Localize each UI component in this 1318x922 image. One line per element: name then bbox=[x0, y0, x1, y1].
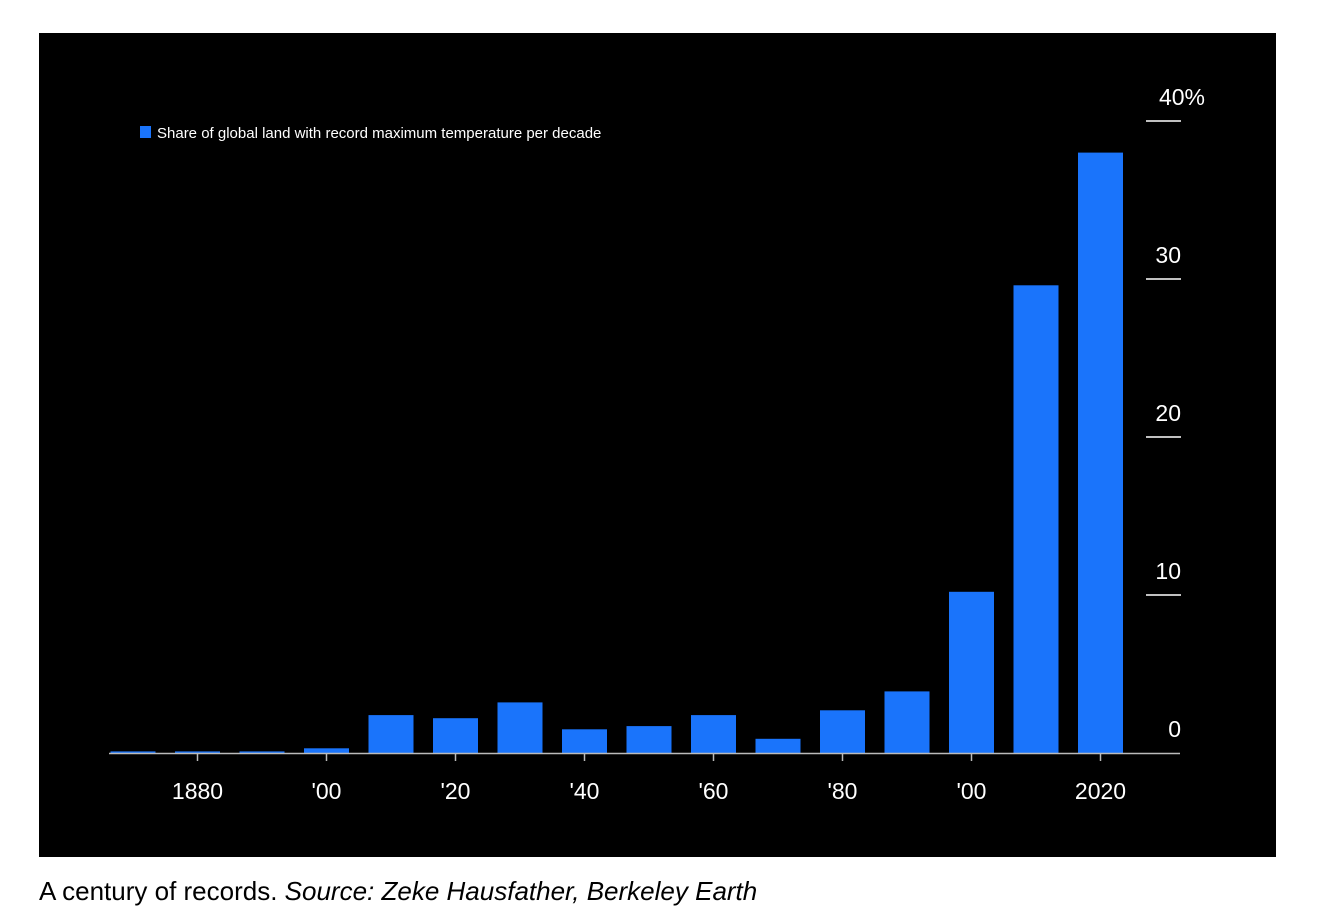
caption-text: A century of records. bbox=[39, 876, 285, 906]
bar-chart: 1880 '00 '20 '40 '60 '80 '00 2020 0 10 20 30 40% Sha… bbox=[109, 84, 1205, 804]
y-tick-label: 20 bbox=[1155, 400, 1181, 426]
bar-1870 bbox=[110, 751, 156, 753]
y-tick-label: 10 bbox=[1155, 558, 1181, 584]
bar-1940 bbox=[562, 729, 607, 753]
bar-1990 bbox=[884, 691, 930, 753]
bar-1890 bbox=[239, 751, 285, 753]
bar-1880 bbox=[175, 751, 220, 753]
x-tick-label: '00 bbox=[957, 778, 987, 804]
bar-2020 bbox=[1078, 152, 1123, 754]
caption-source: Source: Zeke Hausfather, Berkeley Earth bbox=[284, 876, 758, 906]
x-tick-label: '60 bbox=[699, 778, 729, 804]
bar-1920 bbox=[433, 718, 478, 753]
legend: Share of global land with record maximum… bbox=[140, 125, 601, 142]
bar-1980 bbox=[820, 710, 865, 753]
bar-2000 bbox=[949, 591, 994, 753]
axis-layer: 1880 '00 '20 '40 '60 '80 '00 2020 0 10 20 30 40% bbox=[109, 84, 1205, 804]
bar-1960 bbox=[691, 715, 736, 753]
x-tick-label: 2020 bbox=[1075, 778, 1126, 804]
chart-panel: 1880 '00 '20 '40 '60 '80 '00 2020 0 10 20 30 40% Sha… bbox=[39, 33, 1276, 857]
bars-layer bbox=[110, 152, 1123, 754]
bar-1970 bbox=[755, 738, 801, 753]
x-tick-label: 1880 bbox=[172, 778, 223, 804]
bar-1910 bbox=[368, 715, 414, 753]
y-tick-label: 40% bbox=[1159, 84, 1205, 110]
legend-label: Share of global land with record maximum… bbox=[157, 125, 601, 142]
x-tick-label: '40 bbox=[570, 778, 600, 804]
bar-1930 bbox=[497, 702, 543, 753]
y-tick-label: 30 bbox=[1155, 242, 1181, 268]
figure-caption: A century of records. Source: Zeke Hausf… bbox=[39, 876, 757, 907]
x-tick-label: '80 bbox=[828, 778, 858, 804]
bar-1900 bbox=[304, 748, 349, 753]
legend-swatch bbox=[140, 126, 151, 138]
bar-1950 bbox=[626, 726, 672, 753]
y-tick-label: 0 bbox=[1168, 716, 1181, 742]
x-tick-label: '20 bbox=[441, 778, 471, 804]
x-tick-label: '00 bbox=[312, 778, 342, 804]
bar-2010 bbox=[1013, 285, 1059, 753]
